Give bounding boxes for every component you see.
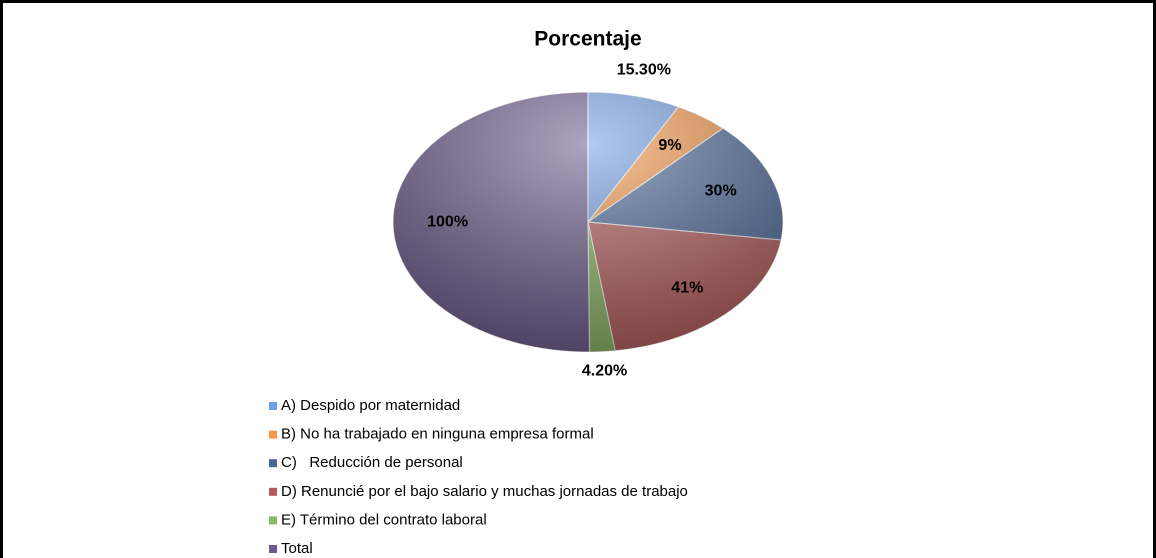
data-label: 30% [705,183,737,200]
legend-swatch [269,487,277,496]
data-label: 4.20% [582,362,627,379]
legend-swatch [269,430,277,439]
legend-label: C) Reducción de personal [281,454,463,471]
legend-label: E) Término del contrato laboral [281,511,487,528]
chart-title: Porcentaje [534,28,641,51]
legend-swatch [269,402,277,410]
legend-label: Total [281,540,313,557]
legend-swatch [269,516,277,525]
legend-label: B) No ha trabajado en ninguna empresa fo… [281,426,594,443]
legend-swatch [269,545,277,553]
data-label: 100% [427,214,468,231]
legend-label: D) Renuncié por el bajo salario y muchas… [281,483,688,500]
legend-label: A) Despido por maternidad [281,397,460,414]
data-label: 9% [658,137,681,154]
data-label: 15.30% [617,62,671,79]
legend-swatch [269,459,277,468]
data-label: 41% [671,279,703,296]
